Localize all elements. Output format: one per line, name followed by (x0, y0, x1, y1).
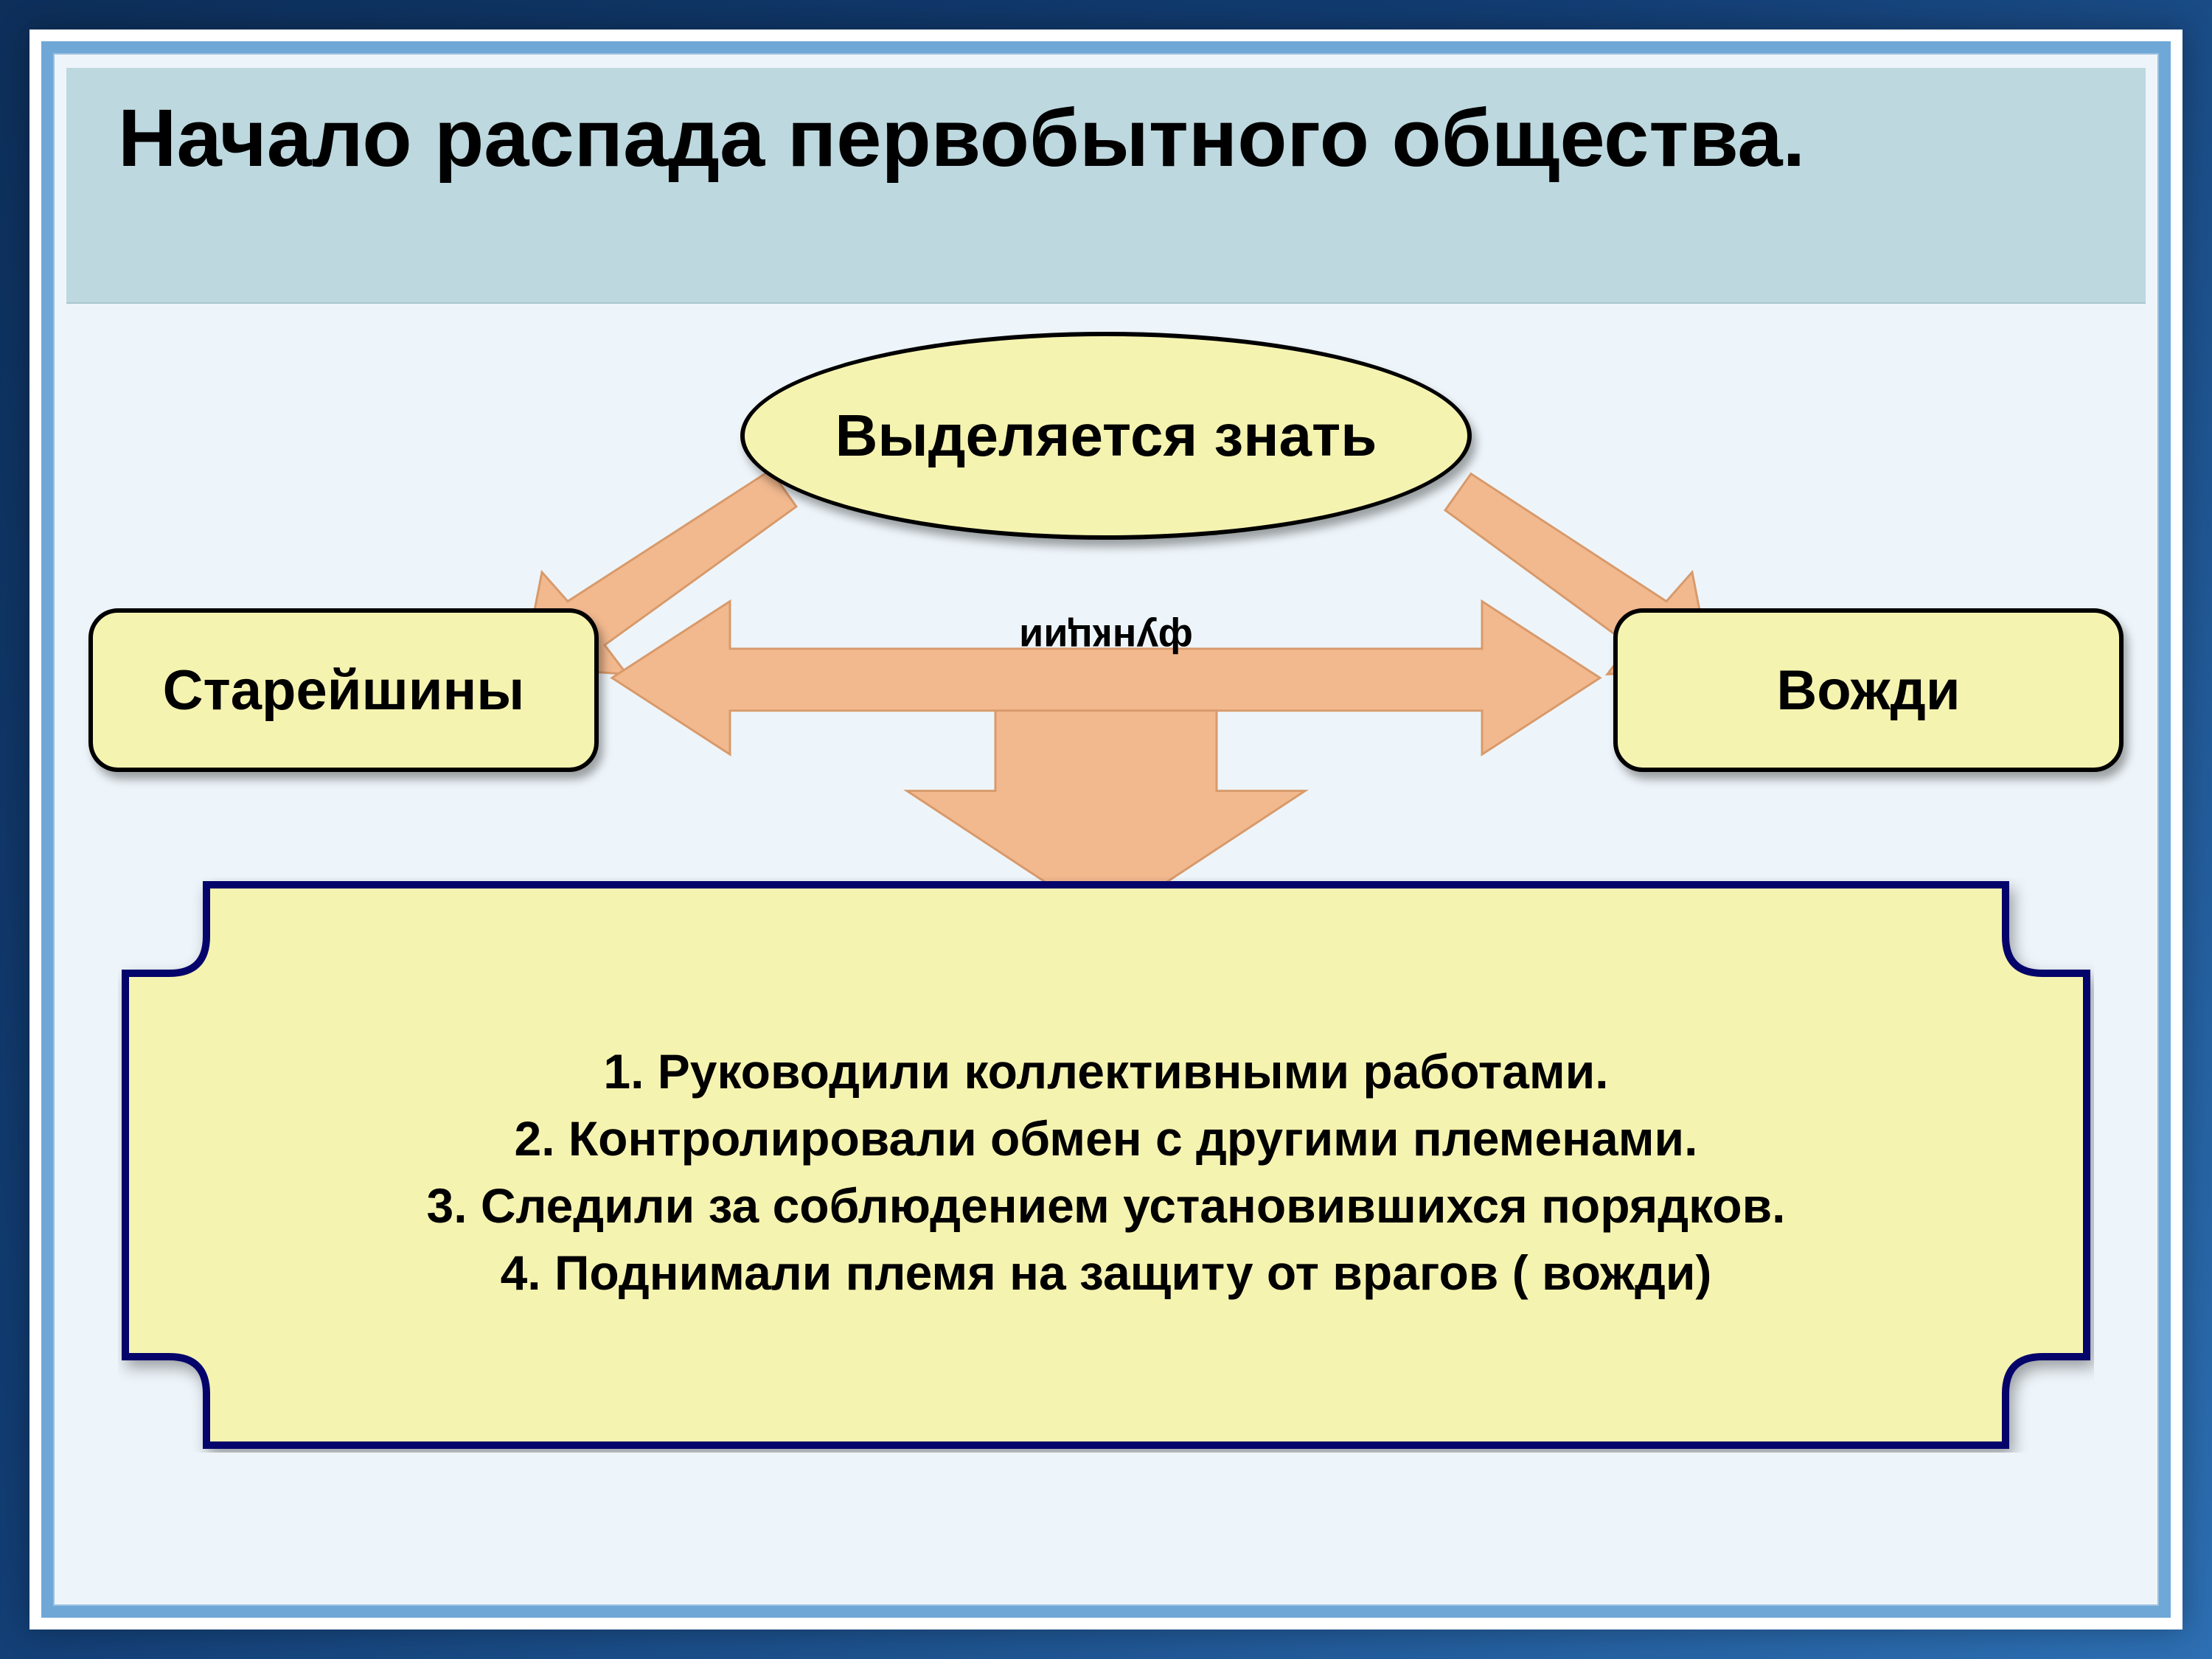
list-item: 1. Руководили коллективными работами. (603, 1038, 1608, 1105)
node-left-label: Старейшины (163, 658, 525, 723)
node-right: Вожди (1613, 608, 2124, 772)
center-label: функции (1019, 616, 1193, 661)
page-title: Начало распада первобытного общества. (118, 90, 1805, 187)
functions-plaque: 1. Руководили коллективными работами. 2.… (118, 877, 2094, 1453)
node-right-label: Вожди (1776, 658, 1960, 723)
node-top-label: Выделяется знать (835, 402, 1377, 470)
functions-list: 1. Руководили коллективными работами. 2.… (162, 922, 2050, 1423)
list-item: 4. Поднимали племя на защиту от врагов (… (501, 1239, 1712, 1307)
node-left: Старейшины (88, 608, 599, 772)
list-item: 2. Контролировали обмен с другими племен… (515, 1105, 1698, 1172)
diagram-canvas: Выделяется знать Старейшины Вожди функци… (66, 317, 2146, 1593)
node-top: Выделяется знать (740, 332, 1472, 540)
list-item: 3. Следили за соблюдением установившихся… (426, 1172, 1785, 1239)
title-bar: Начало распада первобытного общества. (66, 68, 2146, 304)
